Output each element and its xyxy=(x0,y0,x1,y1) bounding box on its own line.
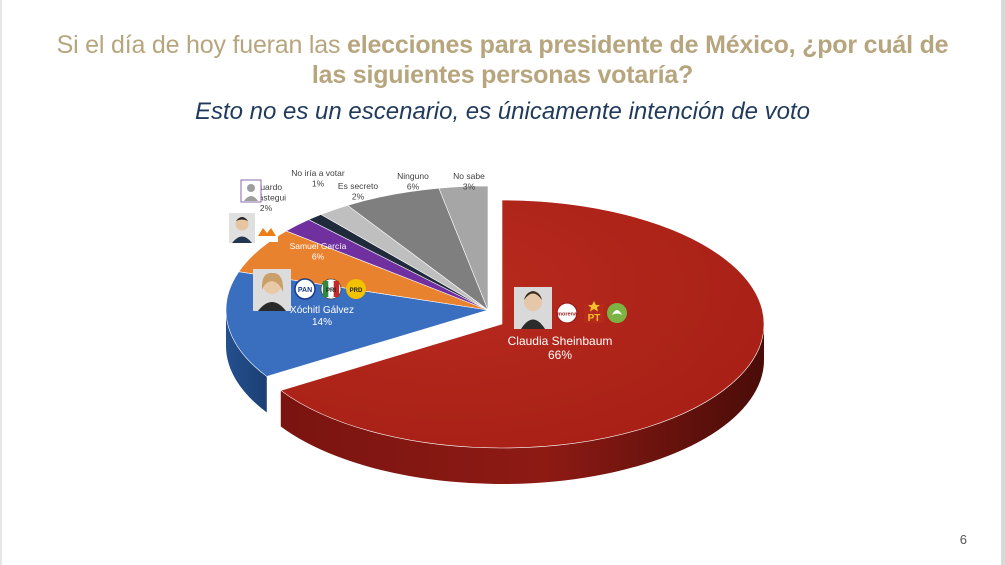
data-label-name-no-sabe: No sabe xyxy=(453,171,485,181)
data-label-name-verastegui: Eduardo xyxy=(250,182,282,192)
data-label-value-verastegui: 2% xyxy=(260,203,273,213)
pri-logo-text: PRI xyxy=(326,288,336,294)
data-label-name-verastegui: Verástegui xyxy=(246,193,286,203)
data-label-value-garcia: 6% xyxy=(312,252,325,262)
pie-side-sheinbaum xyxy=(280,324,764,485)
morena-logo-icon: morena xyxy=(556,302,578,324)
chart-subtitle: Esto no es un escenario, es únicamente i… xyxy=(194,98,811,125)
morena-logo-text: morena xyxy=(557,312,578,318)
data-label-name-ninguno: Ninguno xyxy=(397,171,429,181)
movimiento-ciudadano-logo-icon xyxy=(256,222,278,242)
data-label-name-no-iria-a-votar: No iría a votar xyxy=(291,168,345,178)
verde-logo-icon xyxy=(607,303,627,323)
galvez-photo-icon xyxy=(253,269,291,311)
pan-logo-text: PAN xyxy=(298,287,312,294)
title-bold-part-2: las siguientes personas votaría? xyxy=(311,61,694,89)
pie-slice-galvez xyxy=(225,271,489,377)
verastegui-photo-icon xyxy=(240,179,262,203)
sheinbaum-photo-icon xyxy=(514,287,552,329)
title-normal-part: Si el día de hoy fueran las xyxy=(56,31,348,59)
pie-slice-no-sabe xyxy=(438,185,489,311)
prd-logo-text: PRD xyxy=(350,288,363,294)
chart-title: Si el día de hoy fueran las elecciones p… xyxy=(0,30,1005,90)
data-label-value-no-iria-a-votar: 1% xyxy=(312,179,325,189)
pan-logo-icon: PAN xyxy=(294,278,316,300)
data-label-name-garcia: Samuel García xyxy=(290,241,347,251)
data-label-name-galvez: Xóchitl Gálvez xyxy=(290,305,354,316)
data-label-value-ninguno: 6% xyxy=(407,182,420,192)
data-label-value-galvez: 14% xyxy=(312,317,332,328)
data-label-name-es-secreto: Es secreto xyxy=(338,181,378,191)
page-number: 6 xyxy=(959,532,967,547)
garcia-photo-icon xyxy=(229,213,255,243)
prd-logo-icon: PRD xyxy=(346,279,366,299)
pie-side-galvez xyxy=(226,310,267,413)
pri-logo-icon: PRI xyxy=(320,278,342,300)
data-label-value-no-sabe: 3% xyxy=(463,182,476,192)
pt-logo-icon: PT xyxy=(584,301,604,324)
data-label-value-es-secreto: 2% xyxy=(352,192,365,202)
title-bold-part-1: elecciones para presidente de México, ¿p… xyxy=(347,31,949,59)
data-label-value-sheinbaum: 66% xyxy=(548,348,572,362)
data-label-name-sheinbaum: Claudia Sheinbaum xyxy=(508,334,613,348)
pt-logo-text: PT xyxy=(588,313,601,324)
